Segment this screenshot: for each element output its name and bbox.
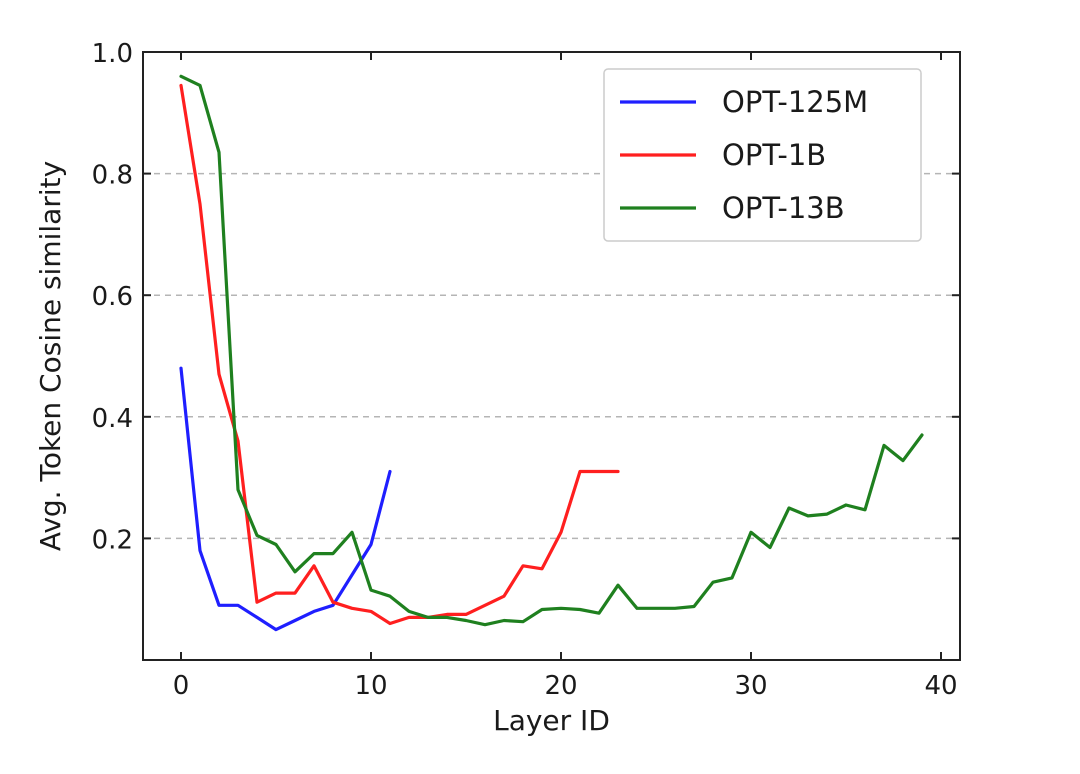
series-line-1 (179, 83, 620, 626)
axis-ticks: 0 10 20 30 40 0.2 0.4 0.6 0.8 1.0 (92, 39, 960, 701)
legend-label: OPT-125M (722, 85, 868, 119)
y-axis-label: Avg. Token Cosine similarity (34, 161, 67, 551)
legend-box (603, 68, 922, 242)
y-tick-label: 0.8 (92, 161, 133, 191)
plot-frame (142, 51, 961, 661)
x-axis-label: Layer ID (493, 704, 610, 737)
y-tick-label: 0.4 (92, 404, 133, 434)
series-line-2 (179, 74, 924, 627)
y-tick-label: 0.6 (92, 282, 133, 312)
legend: OPT-125M OPT-1B OPT-13B (603, 68, 922, 242)
x-tick-label: 40 (924, 671, 957, 701)
x-tick-label: 30 (734, 671, 767, 701)
x-tick-label: 20 (544, 671, 577, 701)
y-tick-label: 0.2 (92, 525, 133, 555)
legend-label: OPT-1B (722, 138, 826, 172)
legend-items: OPT-125M OPT-1B OPT-13B (620, 85, 868, 225)
grid (143, 172, 960, 540)
y-tick-label: 1.0 (92, 39, 133, 69)
plot-series (179, 74, 924, 632)
series-line-0 (179, 366, 392, 632)
legend-label: OPT-13B (722, 191, 845, 225)
x-tick-label: 10 (354, 671, 387, 701)
x-tick-label: 0 (173, 671, 190, 701)
